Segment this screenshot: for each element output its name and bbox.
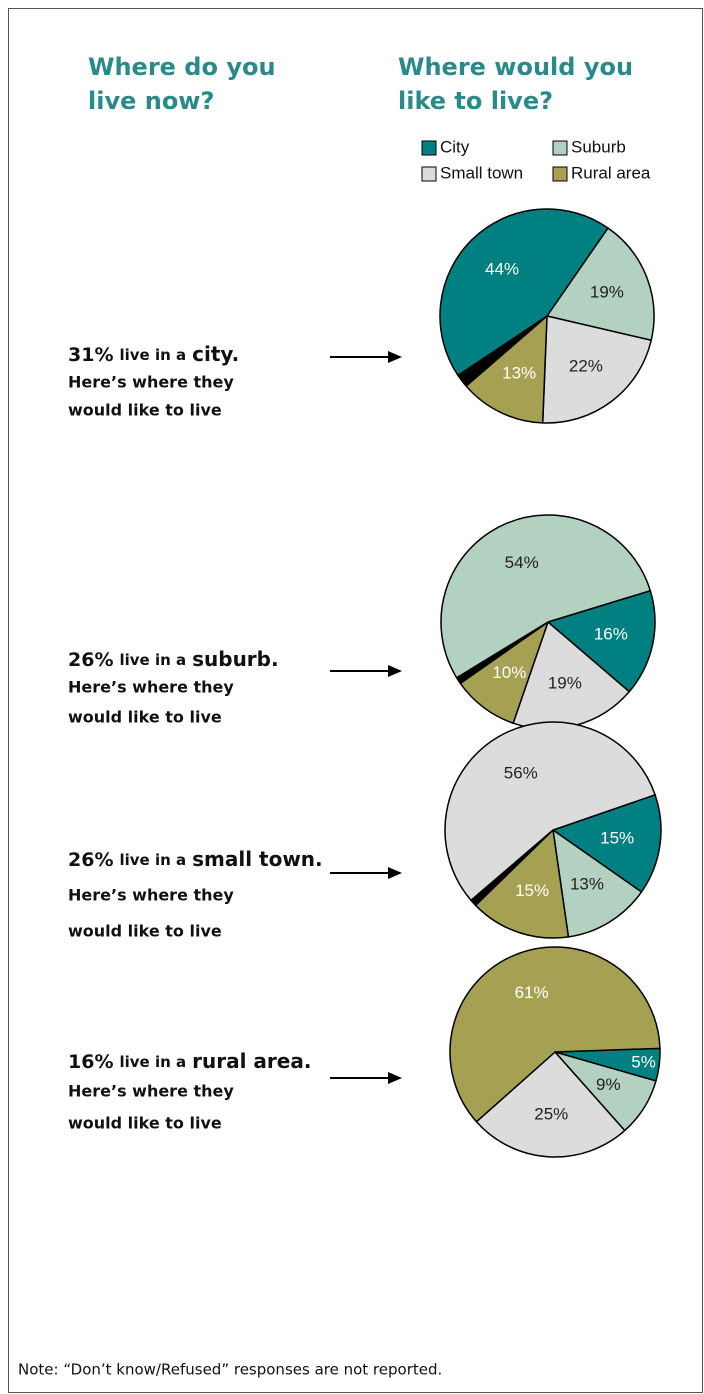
pie-slice	[465, 314, 548, 424]
row-end: .	[271, 647, 279, 671]
legend-swatch	[421, 166, 437, 182]
legend-swatch	[552, 166, 568, 182]
frame	[8, 8, 703, 1393]
arrow-head	[388, 867, 402, 879]
row-lead: 26%	[68, 849, 113, 871]
pie-label: 15%	[600, 829, 634, 848]
pie-slice	[439, 208, 609, 377]
row-text: would like to live	[68, 401, 222, 420]
pie-label: 15%	[515, 881, 549, 900]
pie-slice	[541, 315, 653, 424]
row-mid: live in a	[119, 851, 186, 869]
pie-label: 22%	[569, 357, 603, 376]
pie-label: 13%	[570, 875, 604, 894]
row-text: would like to live	[68, 922, 222, 941]
row-mid: live in a	[119, 1053, 186, 1071]
row-text: would like to live	[68, 1114, 222, 1133]
pie-slice	[552, 828, 643, 938]
pie-label: 16%	[594, 625, 628, 644]
row-place: small town	[192, 847, 315, 871]
row-lead: 26%	[68, 649, 113, 671]
pie-label: 9%	[596, 1075, 621, 1094]
row-text: Here’s where they	[68, 886, 234, 905]
row-end: .	[232, 342, 240, 366]
row-text: Here’s where they	[68, 373, 234, 392]
heading-left: Where do you	[88, 53, 276, 81]
row-heading: 31% live in a city.	[68, 342, 239, 366]
pie-label: 44%	[485, 260, 519, 279]
pie-label: 19%	[548, 673, 582, 692]
pie-label: 19%	[590, 282, 624, 301]
heading-left: live now?	[88, 87, 214, 115]
row-lead: 31%	[68, 344, 113, 366]
row-lead: 16%	[68, 1051, 113, 1073]
row-heading: 26% live in a small town.	[68, 847, 323, 871]
pie-slice	[440, 514, 652, 679]
pie-label: 56%	[504, 763, 538, 782]
row-place: rural area	[192, 1049, 304, 1073]
note: Note: “Don’t know/Refused” responses are…	[18, 1361, 442, 1379]
pie-label: 61%	[515, 983, 549, 1002]
pie-slice	[474, 828, 570, 939]
pie-label: 25%	[534, 1104, 568, 1123]
pie-slice	[551, 793, 662, 893]
pie-slice	[475, 1050, 626, 1158]
row-place: city	[192, 342, 233, 366]
legend-label: Rural area	[571, 163, 651, 182]
heading-right: like to live?	[398, 87, 553, 115]
arrow-head	[388, 1072, 402, 1084]
pie-label: 13%	[502, 363, 536, 382]
row-text: would like to live	[68, 708, 222, 727]
pie-slice	[546, 589, 656, 693]
row-heading: 16% live in a rural area.	[68, 1049, 311, 1073]
row-end: .	[304, 1049, 312, 1073]
row-mid: live in a	[119, 651, 186, 669]
legend-label: City	[440, 137, 470, 156]
row-place: suburb	[192, 647, 271, 671]
pie-slice	[444, 721, 657, 902]
legend-label: Suburb	[571, 137, 626, 156]
legend-label: Small town	[440, 163, 523, 182]
pie-label: 54%	[505, 553, 539, 572]
row-text: Here’s where they	[68, 1082, 234, 1101]
arrow-head	[388, 665, 402, 677]
legend-swatch	[552, 140, 568, 156]
row-end: .	[315, 847, 323, 871]
row-text: Here’s where they	[68, 678, 234, 697]
row-heading: 26% live in a suburb.	[68, 647, 279, 671]
pie-label: 10%	[492, 663, 526, 682]
arrow-head	[388, 351, 402, 363]
row-mid: live in a	[119, 346, 186, 364]
heading-right: Where would you	[398, 53, 633, 81]
legend-swatch	[421, 140, 437, 156]
pie-label: 5%	[631, 1052, 656, 1071]
pie-slice	[545, 226, 655, 342]
pie-slice	[449, 946, 661, 1123]
